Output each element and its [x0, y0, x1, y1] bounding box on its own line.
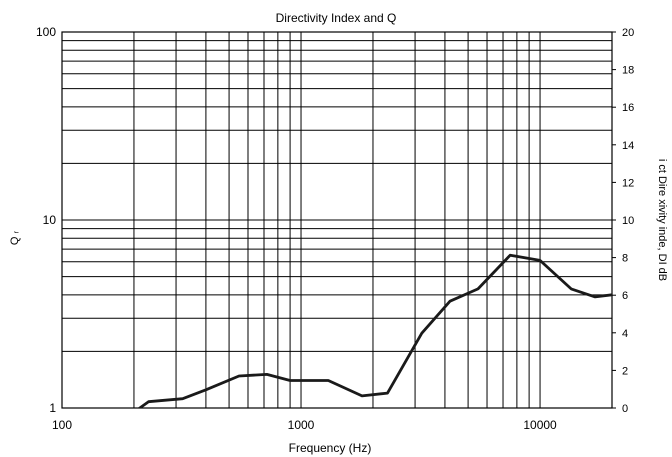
y-axis-left-label: Q ᵣ [9, 231, 21, 246]
y-left-tick-label: 10 [43, 213, 57, 227]
y-right-tick-label: 4 [622, 328, 628, 340]
y-axis-right-label: i ct Dire xivity inde, DI dB [656, 159, 668, 281]
y-right-tick-label: 2 [622, 365, 628, 377]
y-right-tick-label: 6 [622, 290, 628, 302]
y-left-tick-label: 100 [36, 25, 56, 39]
y-right-tick-label: 18 [622, 65, 634, 77]
grid [62, 32, 612, 408]
y-left-tick-label: 1 [49, 401, 56, 415]
y-right-tick-label: 10 [622, 215, 634, 227]
x-tick-label: 100 [52, 418, 72, 432]
y-right-tick-label: 8 [622, 253, 628, 265]
q-series-line [137, 253, 612, 408]
y-right-tick-label: 16 [622, 102, 634, 114]
x-tick-label: 1000 [288, 418, 315, 432]
x-axis-label: Frequency (Hz) [289, 441, 372, 455]
y-right-tick-label: 0 [622, 403, 628, 415]
chart-title: Directivity Index and Q [276, 11, 397, 25]
x-tick-label: 10000 [523, 418, 557, 432]
y-right-tick-label: 14 [622, 140, 634, 152]
y-right-tick-label: 20 [622, 27, 634, 39]
y-right-tick-label: 12 [622, 177, 634, 189]
series [137, 253, 612, 408]
